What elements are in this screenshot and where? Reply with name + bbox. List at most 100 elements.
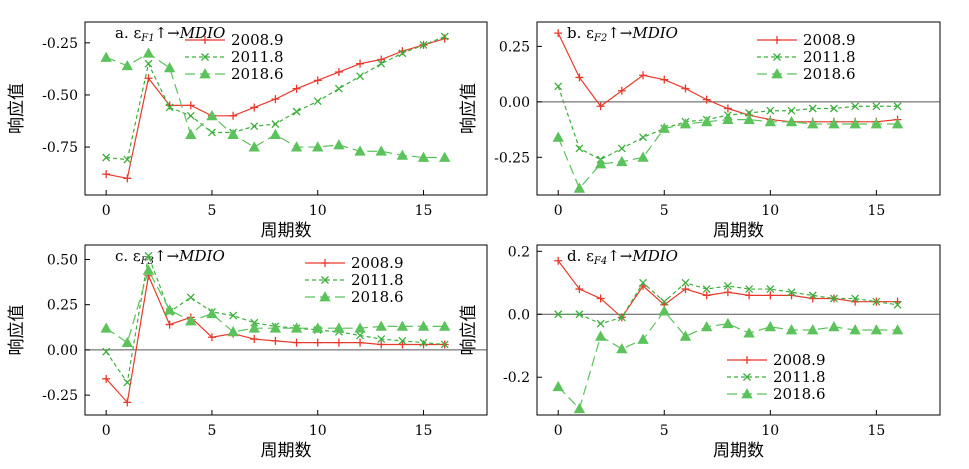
data-point	[313, 76, 322, 85]
data-point	[271, 336, 280, 345]
series-2008.9	[102, 34, 449, 183]
x-tick-label: 10	[761, 423, 779, 439]
legend-marker	[773, 36, 781, 44]
data-point	[292, 84, 301, 93]
plot-frame	[536, 244, 941, 416]
data-point	[872, 297, 881, 306]
data-point	[163, 62, 176, 73]
data-point	[186, 101, 195, 110]
legend-marker	[743, 356, 751, 364]
data-point	[596, 294, 605, 303]
data-point	[100, 322, 112, 333]
data-point	[552, 131, 564, 142]
y-tick-label: 0.2	[508, 244, 530, 260]
data-point	[377, 59, 386, 68]
data-point	[785, 324, 798, 335]
data-point	[637, 333, 649, 344]
data-point	[354, 322, 366, 333]
data-point	[123, 174, 132, 183]
data-point	[313, 338, 322, 347]
x-tick-label: 0	[554, 203, 563, 219]
data-point	[102, 347, 111, 356]
data-point	[165, 103, 174, 112]
legend-marker	[199, 68, 211, 79]
data-point	[271, 120, 280, 129]
data-point	[893, 102, 902, 111]
data-point	[440, 32, 449, 41]
y-tick-label: 0.25	[499, 39, 530, 55]
x-tick-label: 5	[207, 203, 216, 219]
data-point	[681, 285, 690, 294]
y-tick-label: 0.0	[508, 307, 530, 323]
x-tick-label: 10	[309, 203, 327, 219]
data-point	[419, 340, 428, 349]
data-point	[594, 330, 607, 341]
data-point	[207, 333, 216, 342]
legend-marker	[319, 291, 331, 302]
data-point	[377, 55, 386, 64]
data-point	[658, 122, 670, 133]
plot-frame	[536, 21, 941, 196]
data-point	[163, 304, 176, 315]
data-point	[142, 47, 155, 58]
legend-marker	[771, 68, 783, 79]
y-tick-label: 0.00	[499, 95, 530, 111]
title-prefix: a. ε	[115, 24, 141, 42]
series-line	[557, 118, 898, 190]
data-point	[333, 322, 345, 333]
data-point	[206, 307, 218, 319]
data-point	[787, 106, 796, 115]
title-subscript: F3	[140, 256, 154, 267]
data-point	[575, 310, 584, 319]
x-tick-label: 5	[660, 423, 669, 439]
data-point	[679, 118, 692, 129]
data-point	[745, 285, 754, 294]
data-point	[142, 264, 155, 275]
data-point	[377, 335, 386, 344]
data-point	[575, 73, 584, 82]
panel-title: d. εF4↑→MDIO	[567, 247, 678, 267]
legend-marker	[321, 276, 329, 284]
x-tick-label: 10	[309, 423, 327, 439]
title-arrow: ↑→	[607, 24, 633, 42]
title-subscript: F2	[593, 33, 607, 44]
data-point	[419, 338, 428, 347]
plot-frame	[84, 244, 488, 416]
data-point	[554, 256, 563, 265]
legend-label: 2018.6	[231, 65, 284, 83]
legend-marker	[321, 259, 329, 267]
data-point	[851, 294, 860, 303]
panel-title: b. εF2↑→MDIO	[567, 24, 678, 44]
panel-d: 0 5 10 15 -0.2 0.0 0.2 周期数 响应值 d. εF4↑→MDIO 2008.9…	[459, 244, 941, 461]
data-point	[660, 297, 669, 306]
legend-label: 2011.8	[773, 368, 826, 386]
data-point	[269, 128, 282, 139]
data-point	[807, 118, 819, 129]
legend-label: 2008.9	[803, 31, 856, 49]
legend-label: 2018.6	[351, 288, 404, 306]
data-point	[743, 113, 755, 124]
data-point	[248, 141, 260, 152]
series-2018.6	[552, 113, 904, 193]
data-point	[290, 322, 303, 333]
data-point	[766, 291, 775, 300]
data-point	[250, 122, 259, 131]
data-point	[573, 402, 586, 414]
data-point	[745, 108, 754, 117]
title-variable: MDIO	[179, 24, 226, 42]
data-point	[292, 107, 301, 116]
data-point	[102, 153, 111, 162]
data-point	[334, 84, 343, 93]
data-point	[849, 118, 861, 129]
data-point	[617, 144, 626, 153]
legend-marker	[741, 388, 753, 399]
legend-label: 2018.6	[773, 385, 826, 403]
data-point	[398, 340, 407, 349]
data-point	[334, 338, 343, 347]
legend-marker	[743, 373, 751, 381]
x-tick-label: 5	[660, 203, 669, 219]
data-point	[229, 311, 238, 320]
data-point	[681, 84, 690, 93]
data-point	[723, 288, 732, 297]
